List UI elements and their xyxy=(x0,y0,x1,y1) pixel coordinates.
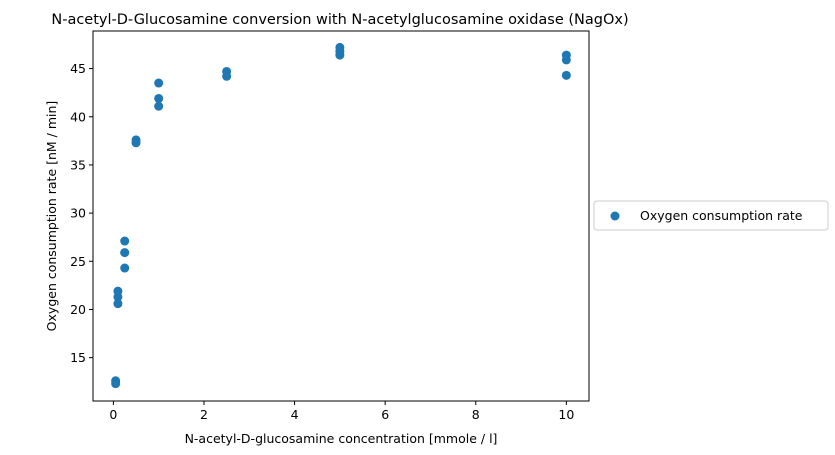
x-tick-label: 10 xyxy=(558,407,574,422)
data-point xyxy=(131,138,141,148)
y-tick-label: 45 xyxy=(70,61,86,76)
legend-marker xyxy=(610,211,620,221)
data-point xyxy=(113,292,123,302)
data-point xyxy=(561,70,571,80)
data-point xyxy=(120,236,130,246)
data-point xyxy=(222,71,232,81)
legend-box xyxy=(593,200,829,231)
legend: Oxygen consumption rate xyxy=(593,200,829,231)
axes-frame xyxy=(92,30,590,402)
x-tick-label: 6 xyxy=(381,407,389,422)
data-point xyxy=(154,93,164,103)
y-axis-label: Oxygen consumption rate [nM / min] xyxy=(44,101,59,332)
x-tick-label: 2 xyxy=(200,407,208,422)
data-point xyxy=(154,78,164,88)
data-points xyxy=(111,42,571,389)
data-point xyxy=(120,248,130,258)
x-tick-label: 0 xyxy=(109,407,117,422)
x-tick-label: 4 xyxy=(291,407,299,422)
y-tick-label: 40 xyxy=(70,109,86,124)
y-tick-label: 15 xyxy=(70,350,86,365)
data-point xyxy=(120,263,130,273)
x-tick-label: 8 xyxy=(472,407,480,422)
x-ticks: 0 2 4 6 8 10 xyxy=(109,401,574,422)
chart-title: N-acetyl-D-Glucosamine conversion with N… xyxy=(51,12,628,28)
data-point xyxy=(154,101,164,111)
plot-area: 0 2 4 6 8 10 15 20 25 30 35 40 45 xyxy=(70,30,590,422)
data-point xyxy=(561,55,571,65)
data-point xyxy=(335,50,345,60)
x-axis-label: N-acetyl-D-glucosamine concentration [mm… xyxy=(185,431,498,446)
data-point xyxy=(111,379,121,389)
y-ticks: 15 20 25 30 35 40 45 xyxy=(70,61,93,365)
y-tick-label: 20 xyxy=(70,302,86,317)
y-tick-label: 30 xyxy=(70,206,86,221)
data-point xyxy=(113,299,123,309)
legend-label: Oxygen consumption rate xyxy=(640,208,803,223)
y-tick-label: 25 xyxy=(70,254,86,269)
y-tick-label: 35 xyxy=(70,157,86,172)
